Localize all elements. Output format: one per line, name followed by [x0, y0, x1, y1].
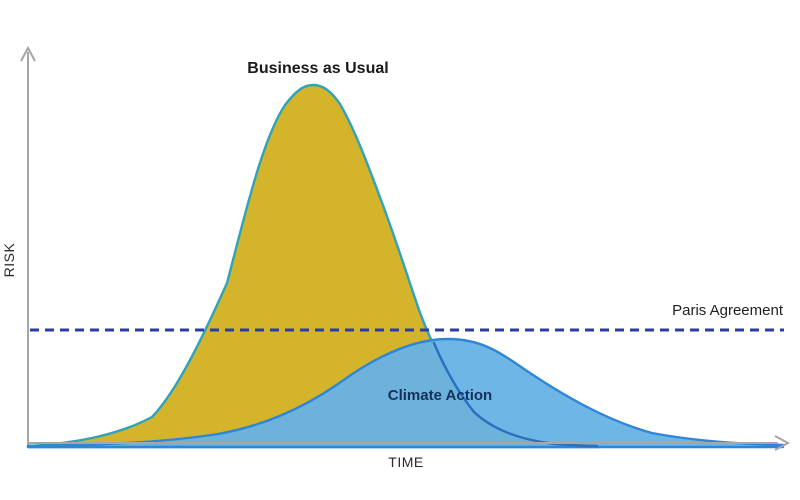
paris-agreement-label: Paris Agreement: [672, 302, 784, 319]
x-axis-arrow-icon: [774, 435, 791, 451]
x-axis: [28, 435, 791, 451]
climate-action-label: Climate Action: [388, 387, 492, 404]
climate-action-curve: [26, 337, 785, 449]
business-as-usual-label: Business as Usual: [247, 60, 388, 77]
y-axis-title: RISK: [1, 243, 17, 278]
y-axis-arrow-icon: [20, 45, 36, 62]
business-as-usual-overlap-edge: [432, 341, 599, 448]
y-axis: [20, 45, 36, 445]
x-axis-title: TIME: [388, 454, 423, 470]
